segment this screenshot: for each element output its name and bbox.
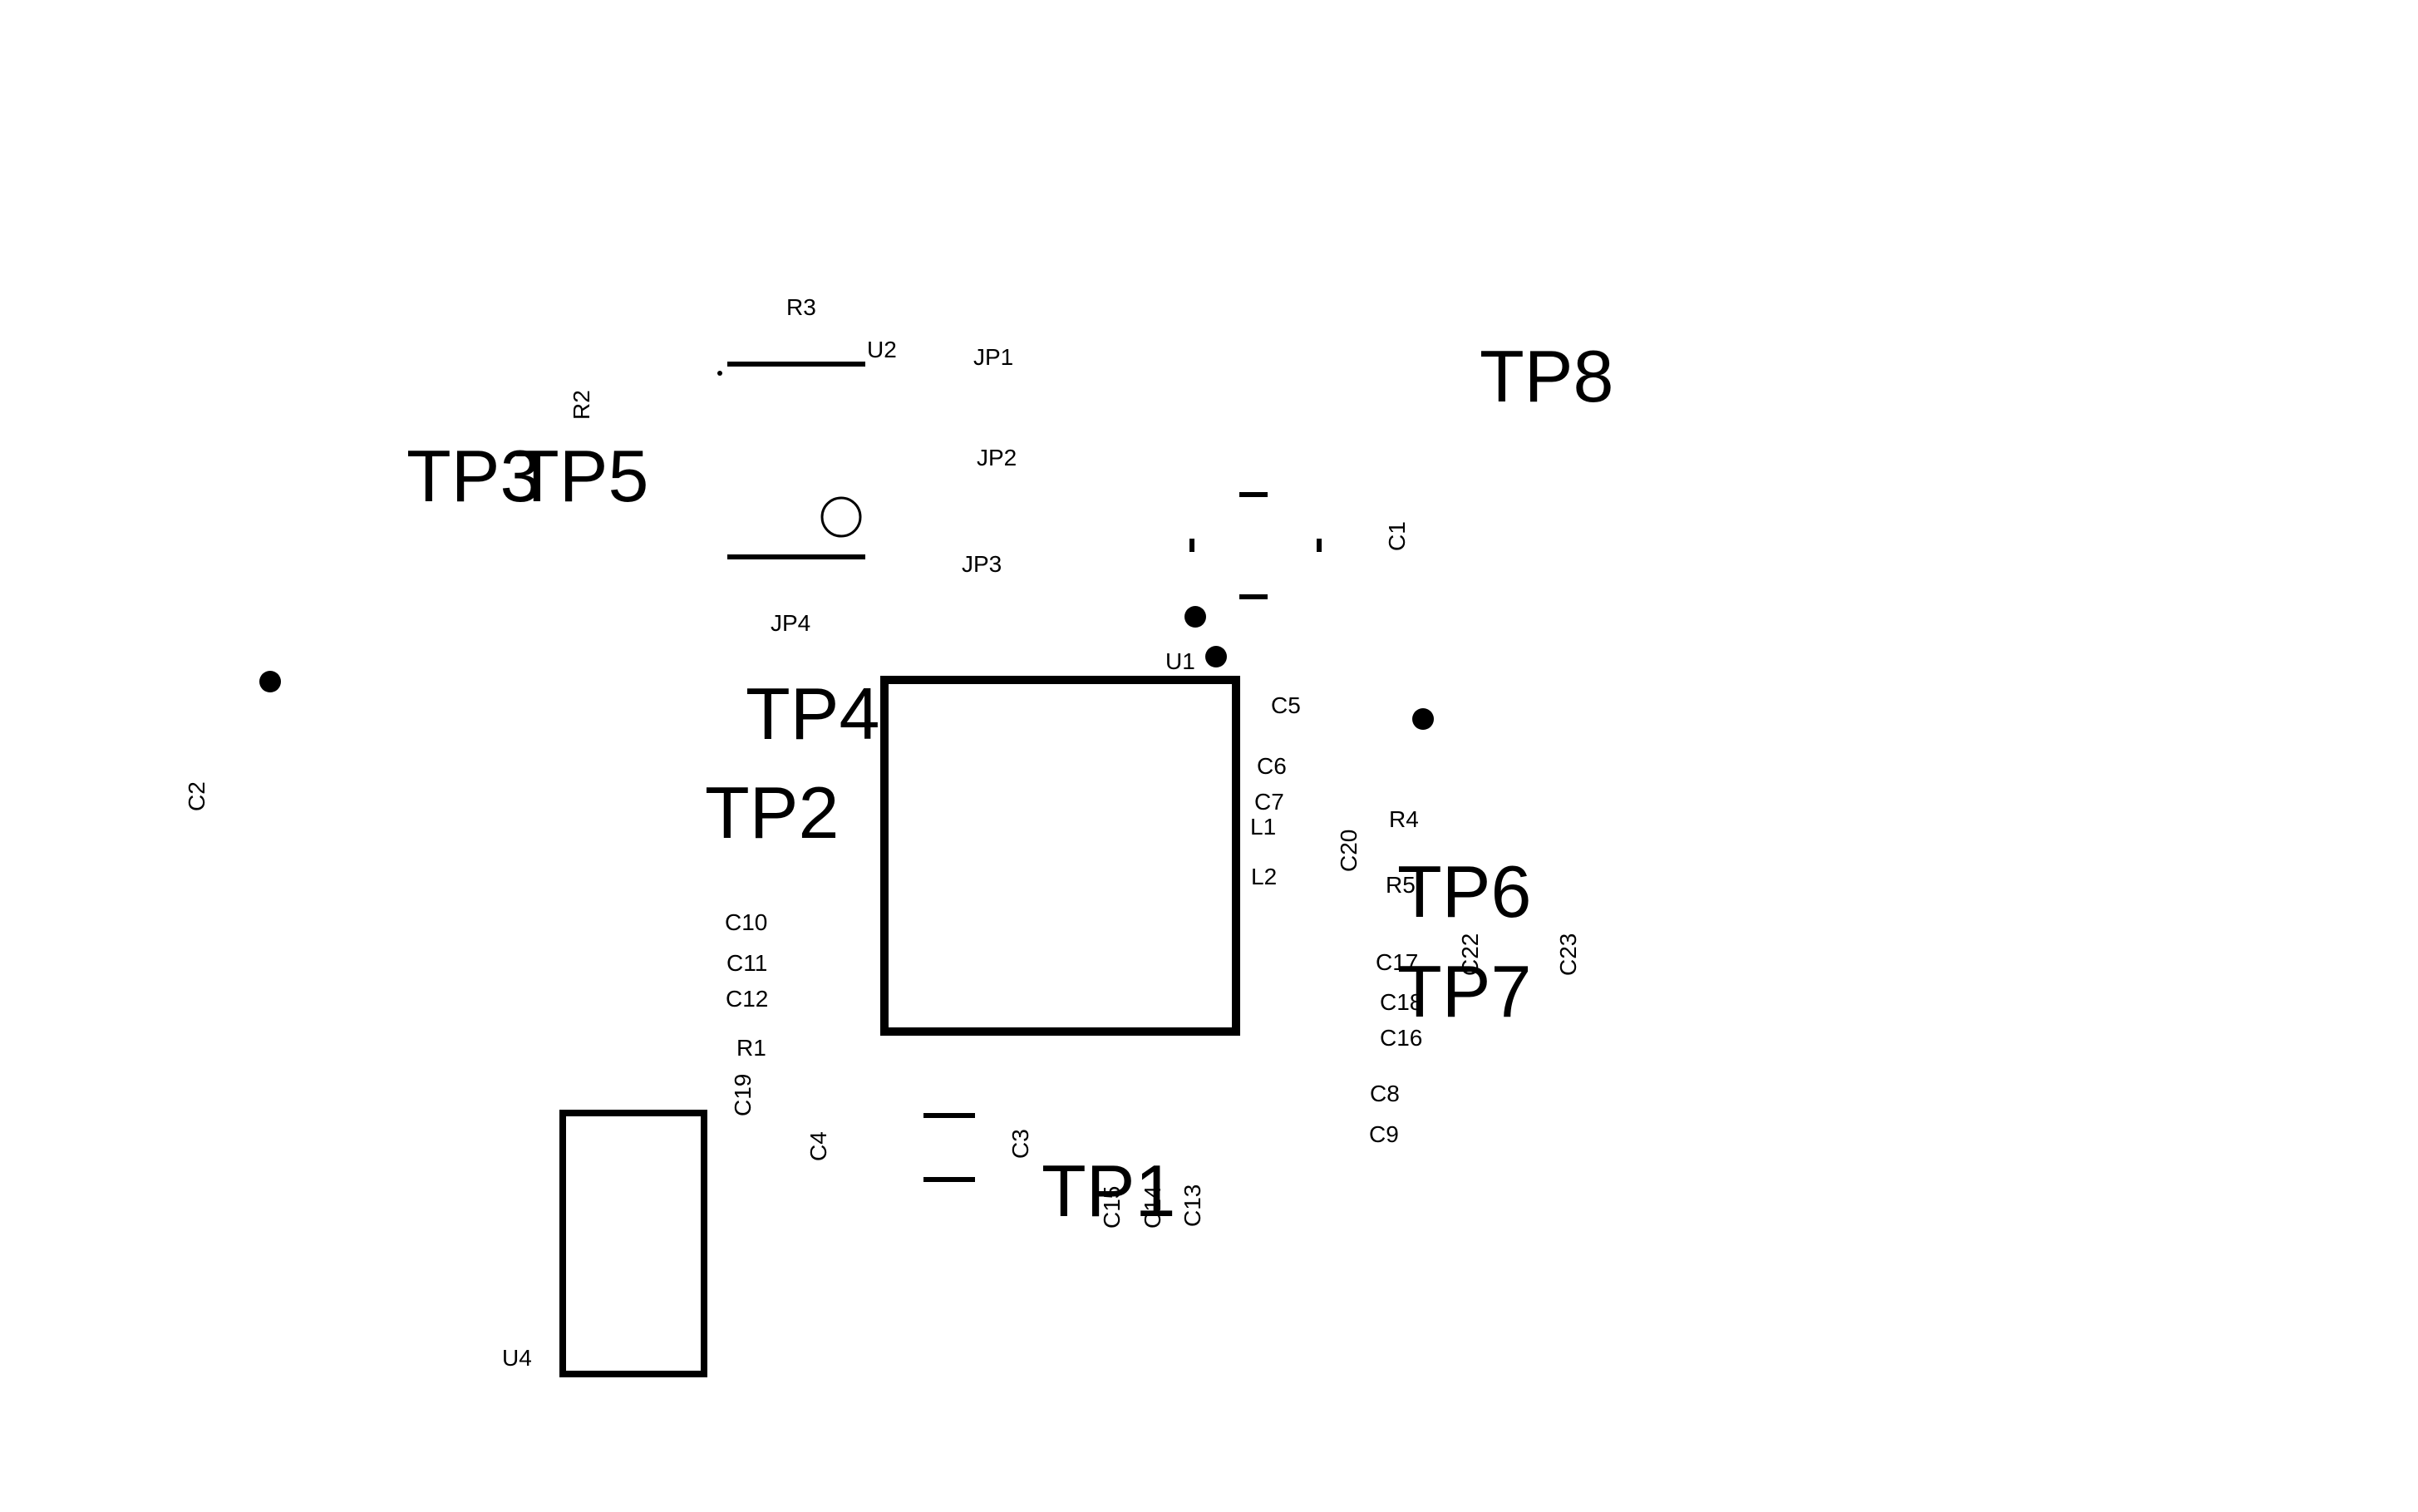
label-c23: C23	[1555, 933, 1581, 976]
label-c11: C11	[726, 950, 767, 976]
label-c7: C7	[1254, 789, 1284, 815]
r4-marker-dot	[1412, 708, 1434, 730]
label-c13: C13	[1179, 1184, 1205, 1227]
label-c20: C20	[1336, 830, 1362, 872]
label-c19: C19	[730, 1074, 756, 1116]
label-tp8: TP8	[1480, 335, 1613, 417]
label-r1: R1	[736, 1035, 766, 1061]
label-c18: C18	[1380, 989, 1422, 1015]
label-u2: U2	[867, 337, 897, 362]
label-tp1: TP1	[1042, 1150, 1175, 1232]
label-l1: L1	[1250, 814, 1276, 840]
label-tp7: TP7	[1397, 950, 1531, 1032]
label-c12: C12	[726, 986, 768, 1012]
label-c9: C9	[1369, 1121, 1399, 1147]
label-c2: C2	[184, 781, 209, 811]
label-r5: R5	[1386, 872, 1416, 898]
u2-pin1-dot	[717, 371, 722, 376]
label-tp6: TP6	[1397, 850, 1531, 933]
label-tp4: TP4	[746, 672, 879, 755]
u2-pin1-circle	[820, 496, 862, 538]
u4-body-outline	[559, 1110, 707, 1377]
label-u4: U4	[502, 1345, 532, 1371]
label-c5: C5	[1271, 692, 1301, 718]
label-jp3: JP3	[962, 551, 1002, 577]
u1-pin1-dot	[1205, 646, 1227, 667]
label-r4: R4	[1389, 806, 1419, 832]
label-c15: C15	[1099, 1186, 1125, 1229]
label-l2: L2	[1251, 864, 1277, 889]
label-jp1: JP1	[973, 344, 1013, 370]
label-c1: C1	[1384, 521, 1410, 551]
label-jp2: JP2	[977, 445, 1017, 470]
c1-marker-dot	[1184, 606, 1206, 628]
label-c14: C14	[1140, 1186, 1165, 1229]
label-tp2: TP2	[705, 771, 839, 854]
label-c22: C22	[1457, 933, 1483, 976]
label-c3: C3	[1007, 1129, 1033, 1159]
label-c10: C10	[725, 909, 767, 935]
label-c16: C16	[1380, 1025, 1422, 1051]
label-tp5: TP5	[515, 435, 648, 517]
label-c6: C6	[1257, 753, 1287, 779]
label-c4: C4	[805, 1131, 831, 1161]
c2-marker-dot	[259, 671, 281, 692]
u1-body-outline	[880, 676, 1240, 1036]
label-u1: U1	[1165, 648, 1195, 674]
label-r3: R3	[786, 294, 816, 320]
label-c17: C17	[1376, 949, 1418, 975]
label-r2: R2	[569, 390, 594, 420]
label-tp3: TP3	[406, 435, 540, 517]
label-jp4: JP4	[771, 610, 810, 636]
label-c8: C8	[1370, 1081, 1400, 1106]
